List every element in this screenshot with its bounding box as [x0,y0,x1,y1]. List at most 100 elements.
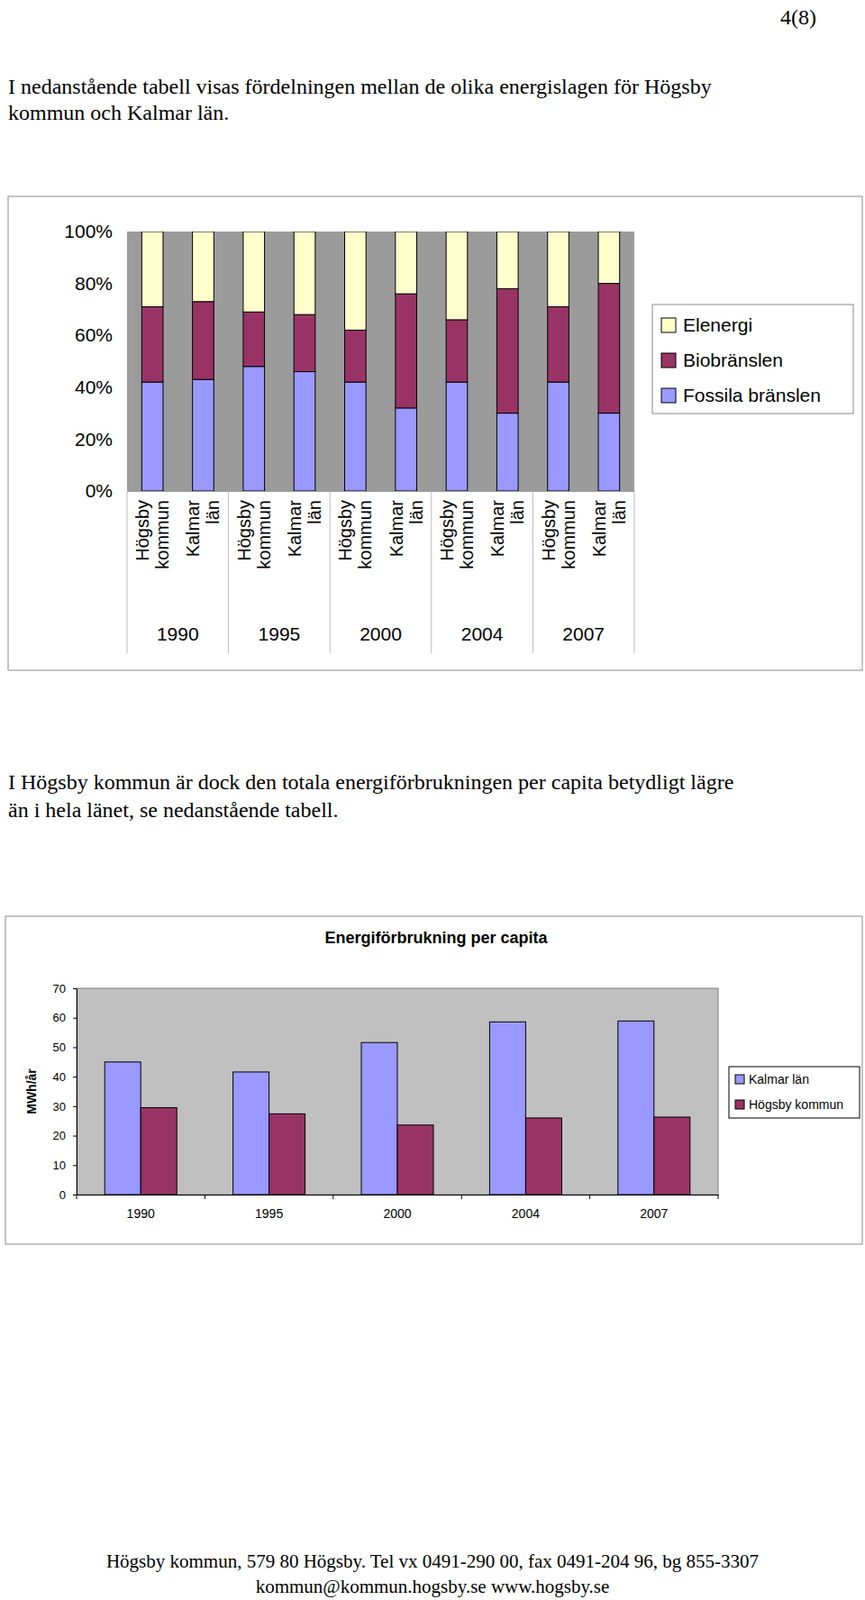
bar-segment [141,231,164,308]
legend-box [652,304,854,414]
legend-label: Kalmar län [748,1072,810,1087]
y-tick: 20 [53,1129,77,1143]
y-tick-mark [72,1047,77,1048]
x-tick-label: Kalmarlän [284,500,325,558]
footer-line: kommun@kommun.hogsby.se www.hogsby.se [255,1575,611,1598]
x-separator-tick [718,1194,720,1200]
bar-segment [395,231,418,294]
chart-title: Energiförbrukning per capita [324,928,548,947]
legend-box [728,1066,860,1119]
bar-segment [496,231,519,289]
y-tick-label: 10 [53,1158,66,1173]
group-separator [227,491,229,654]
group-separator [430,491,432,654]
bar [397,1125,434,1195]
x-tick-label: Kalmarlän [487,500,528,558]
y-tick: 40 [53,1070,77,1084]
plot-background [127,231,635,492]
y-tick: 70 [53,982,77,996]
chart-frame [5,916,863,1245]
bar-segment [345,382,367,492]
bar-segment [547,382,570,492]
y-axis: 0 10 20 30 40 50 60 70 [53,982,78,1202]
group-separator [532,491,534,654]
y-tick-mark [72,1194,77,1196]
legend-label: Fossila bränslen [682,384,821,406]
page-background [0,0,865,1600]
y-tick-label: 30 [53,1100,66,1114]
paragraph-line: I Högsby kommun är dock den totala energ… [8,770,734,794]
bar-segment [192,301,215,380]
bar [104,1062,141,1195]
bar-segment [243,231,265,312]
bar-segment [141,382,164,492]
chart-frame [8,196,863,671]
footer-line: Högsby kommun, 579 80 Högsby. Tel vx 049… [106,1550,759,1573]
bar [654,1117,691,1195]
x-tick-label: 1990 [127,1206,155,1221]
legend-label: Högsby kommun [748,1097,844,1112]
legend-swatch [661,388,676,403]
bar-segment [547,231,570,308]
bar-segment [243,366,265,492]
group-label: 1990 [156,623,200,645]
y-tick-label: 80% [74,273,113,294]
bar-segment [446,382,468,492]
x-tick-label: 2000 [382,1206,411,1221]
group-label: 1995 [258,623,301,645]
bar-segment [293,372,316,492]
y-tick: 100% [63,220,128,242]
x-separator-tick [204,1194,206,1200]
x-axis-line [127,491,636,492]
paragraph-line: än i hela länet, se nedanstående tabell. [8,798,339,822]
y-tick: 0 [59,1188,77,1202]
x-tick: 1995 [254,1194,283,1221]
y-tick-label: 20% [74,428,113,450]
chart-energislag: 0%20%40%60%80%100%HögsbykommunKalmarlänH… [8,196,863,671]
y-tick: 60 [53,1010,77,1025]
x-tick: 2007 [639,1194,668,1221]
x-axis-line [77,1194,720,1196]
y-tick: 60% [74,324,128,346]
bars [104,1020,691,1195]
y-axis: 0%20%40%60%80%100% [63,220,128,501]
bar-segment [345,231,367,330]
x-separator-tick [461,1194,463,1200]
y-tick-label: 20 [53,1129,66,1143]
y-tick: 80% [74,273,128,294]
y-tick-mark [72,1165,77,1166]
y-tick-label: 50 [53,1040,66,1055]
bar-segment [192,379,215,492]
x-tick-label: 1995 [254,1206,283,1221]
page-number: 4(8) [780,5,817,29]
y-tick-label: 0% [85,480,113,501]
bar [269,1113,306,1195]
x-tick-label: Högsbykommun [538,500,579,570]
bar [525,1118,562,1195]
group-separator [127,491,128,654]
bars [141,231,620,492]
legend-swatch [661,318,676,333]
y-tick: 0% [85,480,128,501]
bar-segment [243,311,265,366]
group-label: 2007 [562,623,605,645]
x-tick-label: 2007 [639,1206,668,1221]
bar-segment [293,314,316,372]
bar-segment [345,329,367,383]
y-tick-label: 60% [74,324,113,346]
legend: ElenergiBiobränslenFossila bränslen [652,304,854,414]
y-axis-line [76,989,78,1196]
legend-label: Elenergi [682,314,753,336]
bar [489,1021,526,1195]
paragraph-line: kommun och Kalmar län. [8,100,229,125]
x-axis [127,491,636,492]
y-tick-label: 100% [63,220,113,242]
group-label: 2000 [359,623,402,645]
x-tick-label: 2004 [511,1206,540,1221]
x-tick: 1990 [127,1194,155,1221]
x-tick-label: Kalmarlän [386,500,427,558]
y-tick: 10 [53,1158,77,1173]
y-tick-mark [72,988,77,990]
x-tick-label: Högsbykommun [234,500,274,570]
paragraph-line: I nedanstående tabell visas fördelningen… [8,74,712,99]
